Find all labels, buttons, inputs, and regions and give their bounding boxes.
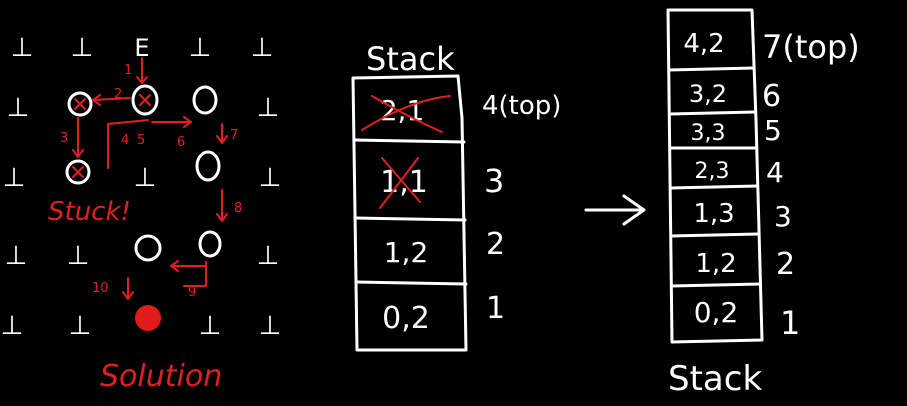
right-stack-divider-5 <box>669 232 760 238</box>
maze-open-cell-2-3 <box>195 150 221 182</box>
right-stack-value-7: 4,2 <box>683 29 724 59</box>
maze-visited-cell-1-1 <box>67 91 93 117</box>
maze-wall-3-0: ⊥ <box>5 241 28 271</box>
left-stack-divider-1 <box>352 138 466 144</box>
maze-wall-3-4: ⊥ <box>257 241 280 271</box>
maze-wall-4-0: ⊥ <box>1 311 24 341</box>
left-stack-value-4: 2,1 <box>380 94 425 127</box>
left-stack-value-1: 0,2 <box>382 301 430 336</box>
right-stack-level-3: 3 <box>774 200 792 233</box>
maze-wall-0-4: ⊥ <box>251 33 274 63</box>
step-label-5: 5 <box>137 133 145 148</box>
maze-open-cell-3-3 <box>198 230 222 258</box>
maze-grid: ⊥ ⊥ E ⊥ ⊥ ⊥ ⊥ ⊥ ⊥ ⊥ ⊥ ⊥ <box>1 33 282 341</box>
maze-wall-0-3: ⊥ <box>189 33 212 63</box>
step-label-9: 9 <box>188 285 196 300</box>
left-stack-frame <box>351 74 468 352</box>
right-stack-level-6: 6 <box>762 79 781 114</box>
left-stack-title: Stack <box>366 40 455 78</box>
right-stack-level-5: 5 <box>764 114 782 147</box>
solution-label: Solution <box>100 359 222 394</box>
left-stack-divider-3 <box>354 280 468 286</box>
left-stack-level-3: 3 <box>484 162 504 200</box>
maze-entry-label: E <box>134 34 149 62</box>
maze-wall-1-4: ⊥ <box>257 93 280 123</box>
right-stack-level-7: 7(top) <box>762 28 860 66</box>
right-stack-value-6: 3,2 <box>689 80 727 108</box>
left-stack-cross-3 <box>379 157 421 209</box>
maze-solution-cell <box>135 305 161 331</box>
right-stack-value-2: 1,2 <box>695 249 736 279</box>
right-stack-title: Stack <box>668 359 762 399</box>
right-stack-level-4: 4 <box>766 156 784 189</box>
maze-open-cell-3-2 <box>134 234 162 262</box>
right-stack-divider-1 <box>667 66 756 72</box>
right-stack-level-2: 2 <box>776 247 795 282</box>
maze-wall-4-3: ⊥ <box>199 311 222 341</box>
maze-open-cell-1-3 <box>192 85 218 115</box>
step-label-7: 7 <box>230 128 238 143</box>
step-label-1: 1 <box>124 63 132 78</box>
right-stack-divider-4 <box>669 184 759 190</box>
maze-visited-cell-2-1 <box>65 159 91 185</box>
right-stack-value-4: 2,3 <box>695 159 730 184</box>
maze-wall-2-2: ⊥ <box>134 163 157 193</box>
maze-visited-cell-1-2 <box>131 84 159 116</box>
step-label-10: 10 <box>92 281 109 296</box>
right-stack: 4,2 3,2 3,3 2,3 1,3 1,2 0,2 7(top) 6 5 4… <box>666 8 860 399</box>
transition-arrow <box>584 194 646 226</box>
right-stack-level-1: 1 <box>780 304 800 342</box>
right-stack-divider-6 <box>670 282 762 288</box>
left-stack-level-4: 4(top) <box>482 91 561 121</box>
right-stack-value-1: 0,2 <box>694 296 739 329</box>
maze-path-annotations: 1 2 3 4 5 6 7 8 9 10 Stuck! Solution <box>48 57 242 394</box>
step-label-6: 6 <box>177 135 185 150</box>
left-stack: Stack 2,1 4(top) 1,1 3 1,2 2 0,2 1 <box>351 40 561 352</box>
left-stack-level-1: 1 <box>486 291 505 326</box>
left-stack-cross-4 <box>361 95 451 133</box>
maze-wall-1-0: ⊥ <box>7 93 30 123</box>
left-stack-level-2: 2 <box>486 227 505 262</box>
left-stack-value-2: 1,2 <box>384 236 429 269</box>
step-label-2: 2 <box>114 87 122 102</box>
maze-wall-0-1: ⊥ <box>71 33 94 63</box>
maze-wall-2-4: ⊥ <box>259 163 282 193</box>
right-stack-divider-2 <box>668 110 757 116</box>
step-label-8: 8 <box>234 201 242 216</box>
stuck-label: Stuck! <box>48 197 131 227</box>
step-label-4: 4 <box>121 133 129 148</box>
maze-wall-4-4: ⊥ <box>259 311 282 341</box>
maze-wall-0-0: ⊥ <box>11 33 34 63</box>
right-stack-value-3: 1,3 <box>693 199 734 229</box>
maze-wall-2-0: ⊥ <box>3 163 26 193</box>
maze-wall-4-1: ⊥ <box>69 311 92 341</box>
step-label-3: 3 <box>60 131 68 146</box>
maze-wall-3-1: ⊥ <box>67 241 90 271</box>
left-stack-divider-2 <box>353 216 467 222</box>
right-stack-value-5: 3,3 <box>691 121 726 146</box>
